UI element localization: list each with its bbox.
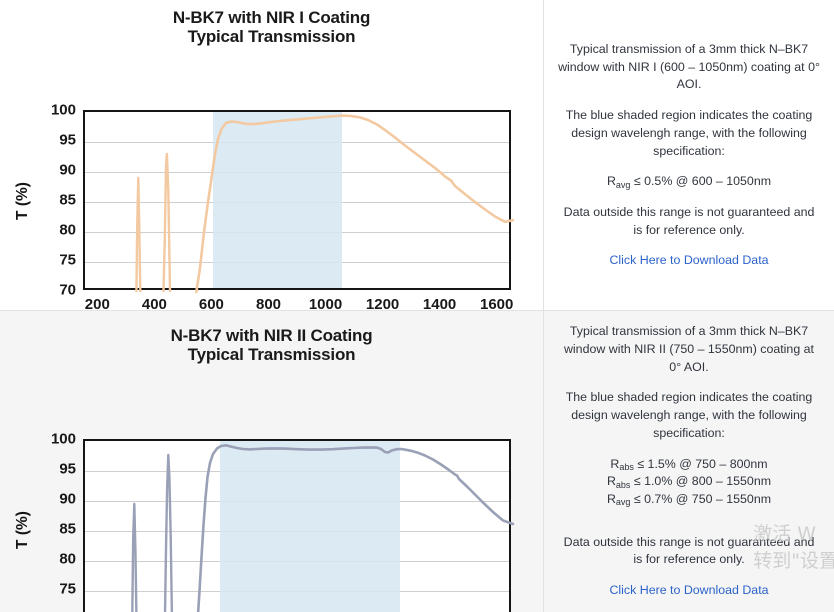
panel-para-band-note: The blue shaded region indicates the coa… [565,108,813,158]
yaxis-title-nir-ii: T (%) [14,511,31,550]
curve-nir-i [135,114,515,294]
ytick-90: 90 [59,161,76,179]
ytick-95: 95 [59,460,76,478]
chart-title-line1: N-BK7 with NIR II Coating [170,326,373,345]
xtick-1200: 1200 [365,296,400,314]
chart-title-nir-ii: N-BK7 with NIR II Coating Typical Transm… [0,311,543,364]
ytick-100: 100 [50,430,76,448]
ytick-95: 95 [59,131,76,149]
panel-para-band-note: The blue shaded region indicates the coa… [565,390,813,440]
xtick-200: 200 [84,296,110,314]
spec-list-nir-i: Ravg ≤ 0.5% @ 600 – 1050nm [558,173,820,191]
xtick-1000: 1000 [308,296,343,314]
yaxis-title-nir-i: T (%) [14,182,31,221]
design-band-nir-ii [220,441,401,612]
curve-nir-ii [131,444,515,612]
panel-spacer [558,522,820,534]
xtick-1600: 1600 [480,296,514,314]
ytick-70: 70 [59,281,76,299]
chart-cell-nir-ii: N-BK7 with NIR II Coating Typical Transm… [0,311,544,612]
plot-frame-nir-i [83,110,515,294]
xtick-600: 600 [198,296,224,314]
spec-subscript: abs [619,462,634,473]
spec-symbol: R [606,174,616,189]
chart-title-nir-i: N-BK7 with NIR I Coating Typical Transmi… [0,0,543,46]
spec-subscript: abs [615,479,631,490]
spec-symbol: R [606,474,616,489]
panel-para-description: Typical transmission of a 3mm thick N–BK… [563,324,814,374]
info-panel-nir-ii: Typical transmission of a 3mm thick N–BK… [544,311,834,612]
ytick-80: 80 [59,550,76,568]
xtick-1400: 1400 [422,296,457,314]
spec-line: Rabs ≤ 1.5% @ 750 – 800nm [558,456,820,474]
ytick-90: 90 [59,490,76,508]
spec-symbol: R [606,491,616,506]
ytick-75: 75 [59,580,76,598]
ytick-75: 75 [59,251,76,269]
ytick-70: 70 [36,611,76,612]
chart-title-line2: Typical Transmission [187,27,356,47]
download-data-link[interactable]: Click Here to Download Data [609,253,769,268]
ytick-100: 100 [50,101,76,119]
ytick-85: 85 [59,520,76,538]
xtick-400: 400 [141,296,167,314]
plot-frame-nir-ii [83,439,515,612]
spec-value: ≤ 1.5% @ 750 – 800nm [637,456,768,471]
spec-subscript: avg [615,497,631,508]
spec-subscript: avg [615,179,631,190]
spec-list-nir-ii: Rabs ≤ 1.5% @ 750 – 800nm Rabs ≤ 1.0% @ … [558,456,820,509]
spec-value: ≤ 1.0% @ 800 – 1550nm [633,474,772,489]
chart-cell-nir-i: N-BK7 with NIR I Coating Typical Transmi… [0,0,544,348]
panel-para-disclaimer: Data outside this range is not guarantee… [563,204,815,237]
panel-para-description: Typical transmission of a 3mm thick N–BK… [558,41,820,92]
ytick-80: 80 [59,221,76,239]
spec-line: Ravg ≤ 0.7% @ 750 – 1550nm [558,491,820,509]
download-data-link[interactable]: Click Here to Download Data [609,582,769,597]
xtick-800: 800 [255,296,282,314]
spec-line: Ravg ≤ 0.5% @ 600 – 1050nm [558,173,820,191]
ytick-85: 85 [59,191,76,209]
panel-para-disclaimer: Data outside this range is not guarantee… [563,534,815,567]
chart-title-line2: Typical Transmission [187,345,356,365]
spec-symbol: R [610,456,620,471]
spec-line: Rabs ≤ 1.0% @ 800 – 1550nm [558,473,820,491]
row-divider [0,310,834,311]
section-nir-ii: N-BK7 with NIR II Coating Typical Transm… [0,311,834,612]
info-panel-nir-i: Typical transmission of a 3mm thick N–BK… [544,0,834,311]
design-band-nir-i [213,112,342,289]
spec-value: ≤ 0.5% @ 600 – 1050nm [633,174,772,189]
spec-value: ≤ 0.7% @ 750 – 1550nm [633,491,772,506]
section-nir-i: N-BK7 with NIR I Coating Typical Transmi… [0,0,834,349]
chart-title-line1: N-BK7 with NIR I Coating [172,8,371,27]
